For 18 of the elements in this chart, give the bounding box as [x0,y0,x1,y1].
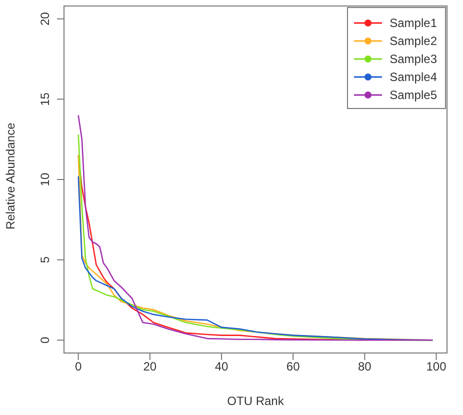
x-tick-label: 80 [358,360,372,374]
legend-label: Sample1 [390,16,437,30]
y-tick-label: 10 [38,172,52,186]
x-tick-label: 40 [214,360,228,374]
legend-label: Sample4 [390,70,437,84]
y-tick-label: 5 [38,256,52,264]
legend-label: Sample2 [390,34,437,48]
x-tick-label: 0 [74,360,82,374]
y-tick-label: 20 [38,12,52,26]
x-tick-label: 60 [286,360,300,374]
x-tick-label: 20 [143,360,157,374]
x-axis-title: OTU Rank [227,394,285,408]
y-tick-label: 0 [38,336,52,344]
legend-label: Sample5 [390,88,437,102]
legend-label: Sample3 [390,52,437,66]
y-axis-title: Relative Abundance [3,122,18,230]
y-tick-label: 15 [38,92,52,106]
x-tick-label: 100 [426,360,447,374]
